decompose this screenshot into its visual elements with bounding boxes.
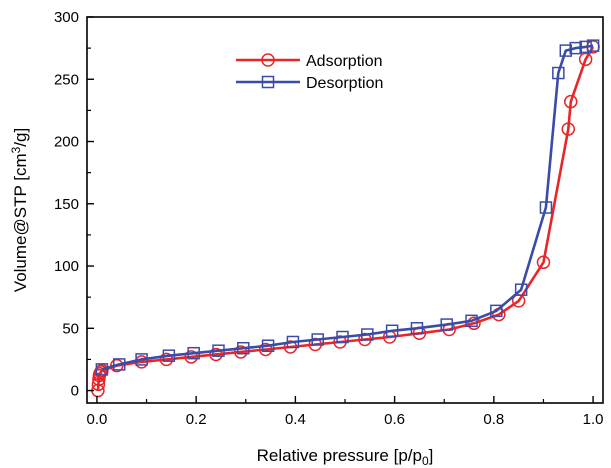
y-tick-label: 300	[54, 9, 79, 26]
data-point	[564, 94, 578, 109]
data-point	[467, 316, 481, 331]
data-point	[209, 347, 223, 362]
y-tick-label: 50	[62, 320, 79, 337]
data-point	[578, 52, 593, 67]
x-axis-label: Relative pressure [p/p0]	[257, 446, 434, 468]
data-point	[95, 363, 109, 376]
y-tick-label: 250	[54, 71, 79, 88]
legend: Adsorption Desorption	[236, 53, 383, 92]
data-point	[91, 377, 106, 392]
legend-marker	[261, 53, 275, 67]
data-point	[539, 201, 553, 214]
data-point	[184, 350, 198, 364]
legend-marker	[261, 75, 275, 89]
data-point	[234, 345, 248, 359]
data-point	[187, 346, 200, 360]
data-point	[410, 322, 424, 335]
data-point	[113, 358, 126, 371]
y-axis-label: Volume@STP [cm3/g]	[9, 128, 30, 292]
data-point	[261, 339, 275, 352]
data-point	[552, 66, 565, 80]
x-tick-label: 0.6	[384, 411, 405, 428]
data-point	[385, 324, 399, 338]
desorption-series	[95, 39, 600, 376]
legend-item: Desorption	[236, 75, 383, 92]
y-tick-label: 150	[54, 196, 79, 213]
axis-layer: 0.0 0.2 0.4 0.6 0.8 1.0 0 50 100 150 200 250 300	[54, 9, 604, 428]
data-point	[159, 352, 174, 367]
legend-label: Adsorption	[306, 53, 383, 70]
data-point	[336, 330, 349, 344]
data-point	[286, 335, 300, 349]
x-tick-label: 0.2	[186, 411, 207, 428]
y-tick-label: 200	[54, 134, 79, 151]
data-point	[586, 39, 600, 52]
data-point	[514, 283, 528, 296]
data-point	[561, 122, 576, 136]
x-tick-label: 1.0	[583, 411, 604, 428]
data-point	[135, 353, 148, 366]
data-point	[579, 40, 592, 54]
legend-label: Desorption	[306, 75, 383, 92]
series-layer	[91, 39, 600, 398]
y-tick-label: 100	[54, 258, 79, 275]
data-point	[258, 342, 273, 357]
data-point	[440, 318, 453, 331]
data-point	[162, 349, 176, 362]
data-point	[311, 333, 324, 346]
data-point	[536, 255, 551, 270]
data-point	[569, 41, 582, 55]
data-point	[361, 328, 374, 341]
data-point	[465, 314, 478, 328]
data-point	[490, 304, 503, 318]
data-point	[237, 341, 250, 355]
x-tick-label: 0.8	[483, 411, 504, 428]
x-tick-label: 0.4	[285, 411, 306, 428]
series-line	[101, 44, 594, 371]
legend-item: Adsorption	[236, 53, 383, 70]
data-point	[212, 344, 225, 357]
data-point	[559, 44, 573, 57]
y-tick-label: 0	[71, 383, 79, 400]
x-tick-label: 0.0	[86, 411, 107, 428]
